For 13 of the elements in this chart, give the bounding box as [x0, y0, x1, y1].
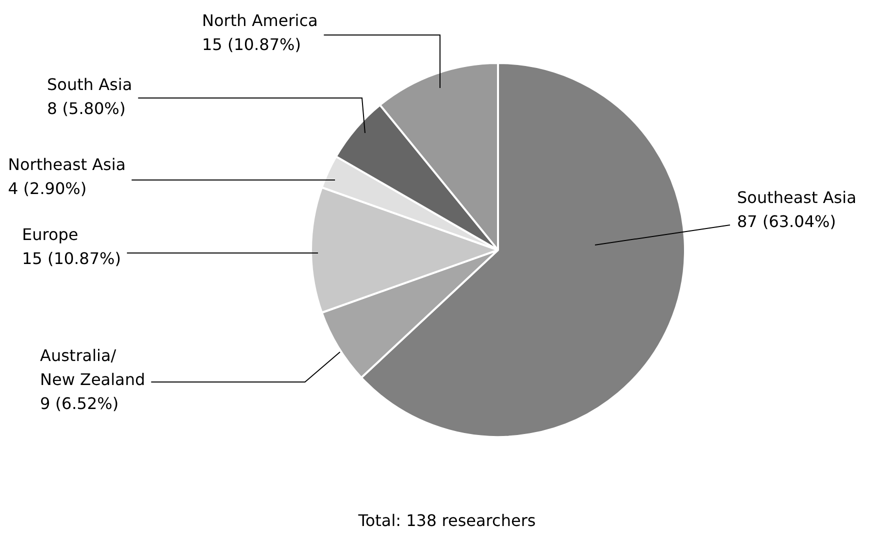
data-label: 8 (5.80%) — [47, 99, 126, 118]
data-label: 87 (63.04%) — [737, 212, 836, 232]
slice-label: Europe — [22, 225, 78, 244]
slice-label: South Asia — [47, 75, 132, 94]
slice-label: Australia/New Zealand — [40, 346, 146, 390]
data-label: 15 (10.87%) — [22, 249, 121, 268]
slice-label: Southeast Asia — [737, 188, 856, 208]
data-label: 4 (2.90%) — [8, 179, 87, 198]
data-label: 15 (10.87%) — [202, 35, 301, 54]
data-label: 9 (6.52%) — [40, 394, 119, 414]
slice-label: North America — [202, 11, 318, 30]
text: Total: 138 researchers — [357, 511, 536, 530]
slice-label: Northeast Asia — [8, 155, 126, 174]
